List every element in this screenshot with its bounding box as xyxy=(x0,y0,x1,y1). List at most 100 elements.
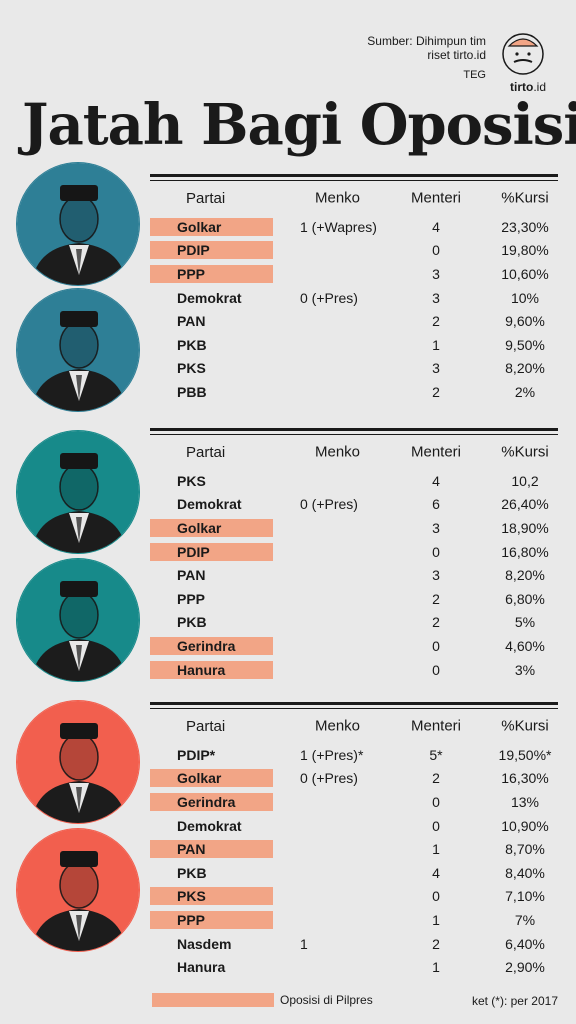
cabinet-table-3: Partai Menko Menteri %Kursi PDIP* 1 (+Pres)* 5… xyxy=(150,702,558,979)
table-rule xyxy=(150,174,558,177)
party-name: Nasdem xyxy=(177,935,232,952)
kursi-percent: 19,80% xyxy=(501,242,549,259)
table-row: PPP 1 7% xyxy=(150,908,558,932)
header-menteri: Menteri xyxy=(410,717,462,735)
kursi-percent: 10,90% xyxy=(501,817,549,834)
menteri-count: 4 xyxy=(432,472,440,489)
table-row: Demokrat 0 (+Pres) 3 10% xyxy=(150,286,558,310)
header-kursi: %Kursi xyxy=(501,443,549,461)
table-row: PKB 4 8,40% xyxy=(150,861,558,885)
table-row: PKS 0 7,10% xyxy=(150,885,558,909)
kursi-percent: 5% xyxy=(514,614,536,631)
portrait-president-2 xyxy=(16,430,140,554)
source-line-2: riset tirto.id xyxy=(427,48,486,62)
tirto-mascot-icon xyxy=(502,33,544,75)
menko-count: 1 (+Wapres) xyxy=(300,218,377,235)
table-row: PAN 3 8,20% xyxy=(150,563,558,587)
legend-label: Oposisi di Pilpres xyxy=(280,993,373,1007)
party-name: Gerindra xyxy=(150,636,273,655)
menteri-count: 3 xyxy=(432,519,440,536)
table-rule xyxy=(150,180,558,181)
header-partai: Partai xyxy=(186,443,226,461)
table-row: PDIP 0 19,80% xyxy=(150,239,558,263)
table-header: Partai Menko Menteri %Kursi xyxy=(150,709,558,743)
menteri-count: 1 xyxy=(432,911,440,928)
kursi-percent: 23,30% xyxy=(501,218,549,235)
table-header: Partai Menko Menteri %Kursi xyxy=(150,181,558,215)
menteri-count: 2 xyxy=(432,313,440,330)
menko-count: 0 (+Pres) xyxy=(300,289,358,306)
table-row: PKB 1 9,50% xyxy=(150,333,558,357)
kursi-percent: 7% xyxy=(514,911,536,928)
kursi-percent: 9,60% xyxy=(505,313,545,330)
menteri-count: 0 xyxy=(432,817,440,834)
header-menko: Menko xyxy=(315,717,361,735)
party-name: PAN xyxy=(177,313,206,330)
table-row: Gerindra 0 4,60% xyxy=(150,634,558,658)
table-row: Golkar 3 18,90% xyxy=(150,516,558,540)
kursi-percent: 10,60% xyxy=(501,265,549,282)
party-name: PKS xyxy=(177,360,206,377)
menteri-count: 2 xyxy=(432,770,440,787)
kursi-percent: 8,20% xyxy=(505,567,545,584)
table-row: Hanura 1 2,90% xyxy=(150,955,558,979)
menko-count: 1 xyxy=(300,935,308,952)
party-name: PKS xyxy=(150,887,273,906)
party-name: Demokrat xyxy=(177,289,242,306)
table-row: PBB 2 2% xyxy=(150,380,558,404)
kursi-percent: 6,80% xyxy=(505,590,545,607)
menteri-count: 0 xyxy=(432,793,440,810)
party-name: Demokrat xyxy=(177,496,242,513)
party-name: PDIP xyxy=(150,241,273,260)
menteri-count: 2 xyxy=(432,590,440,607)
menteri-count: 0 xyxy=(432,888,440,905)
party-name: PKB xyxy=(177,864,207,881)
table-row: Nasdem 1 2 6,40% xyxy=(150,932,558,956)
menteri-count: 0 xyxy=(432,661,440,678)
table-row: Demokrat 0 10,90% xyxy=(150,814,558,838)
table-rule xyxy=(150,434,558,435)
menteri-count: 1 xyxy=(432,841,440,858)
kursi-percent: 10% xyxy=(510,289,540,306)
kursi-percent: 8,40% xyxy=(505,864,545,881)
portrait-vice-president-1 xyxy=(16,288,140,412)
author-initials: TEG xyxy=(463,69,486,81)
table-row: Golkar 1 (+Wapres) 4 23,30% xyxy=(150,215,558,239)
table-row: PAN 1 8,70% xyxy=(150,837,558,861)
table-row: Gerindra 0 13% xyxy=(150,790,558,814)
menko-count: 0 (+Pres) xyxy=(300,770,358,787)
kursi-percent: 7,10% xyxy=(505,888,545,905)
kursi-percent: 2% xyxy=(514,383,536,400)
header-kursi: %Kursi xyxy=(501,717,549,735)
kursi-percent: 19,50%* xyxy=(498,746,552,763)
kursi-percent: 6,40% xyxy=(505,935,545,952)
menteri-count: 5* xyxy=(429,746,443,763)
kursi-percent: 18,90% xyxy=(501,519,549,536)
source-note: Sumber: Dihimpun tim riset tirto.id TEG xyxy=(367,34,486,82)
kursi-percent: 4,60% xyxy=(505,637,545,654)
kursi-percent: 8,70% xyxy=(505,841,545,858)
table-rule xyxy=(150,702,558,705)
table-row: Demokrat 0 (+Pres) 6 26,40% xyxy=(150,493,558,517)
party-name: Golkar xyxy=(150,217,273,236)
party-name: Gerindra xyxy=(150,792,273,811)
kursi-percent: 2,90% xyxy=(505,959,545,976)
menteri-count: 4 xyxy=(432,864,440,881)
party-name: Hanura xyxy=(177,959,226,976)
table-row: Hanura 0 3% xyxy=(150,658,558,682)
menteri-count: 0 xyxy=(432,637,440,654)
menko-count: 0 (+Pres) xyxy=(300,496,358,513)
kursi-percent: 10,2 xyxy=(511,472,539,489)
kursi-percent: 9,50% xyxy=(505,336,545,353)
header-kursi: %Kursi xyxy=(501,189,549,207)
table-row: PAN 2 9,60% xyxy=(150,309,558,333)
kursi-percent: 26,40% xyxy=(501,496,549,513)
kursi-percent: 16,80% xyxy=(501,543,549,560)
menteri-count: 3 xyxy=(432,265,440,282)
portrait-president-3 xyxy=(16,700,140,824)
menko-count: 1 (+Pres)* xyxy=(300,746,364,763)
party-name: PKB xyxy=(177,336,207,353)
cabinet-table-2: Partai Menko Menteri %Kursi PKS 4 10,2 Demokrat… xyxy=(150,428,558,681)
menteri-count: 2 xyxy=(432,383,440,400)
kursi-percent: 16,30% xyxy=(501,770,549,787)
